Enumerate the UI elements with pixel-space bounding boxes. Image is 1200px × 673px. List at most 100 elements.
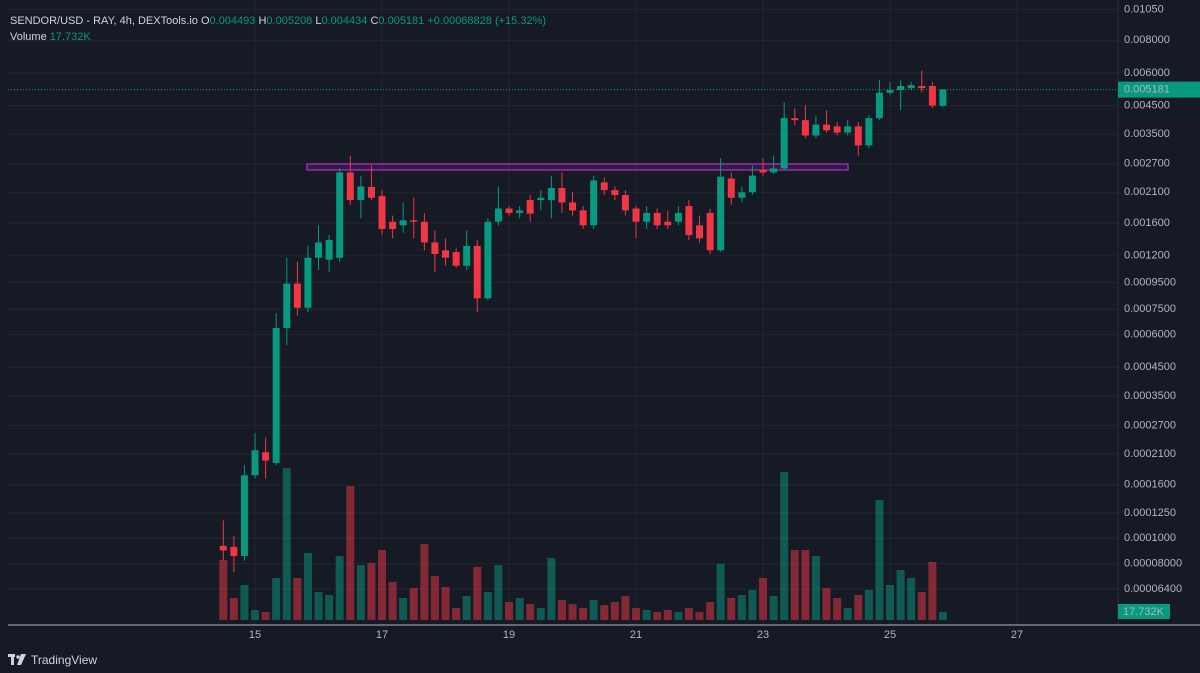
volume-bar bbox=[759, 578, 768, 620]
y-tick-label: 0.01050 bbox=[1124, 3, 1164, 15]
axes: 0.01050 0.008000 0.006000 0.004500 0.003500 0… bbox=[8, 3, 1200, 641]
candle-body bbox=[791, 118, 799, 121]
header-line: SENDOR/USD - RAY, 4h, DEXTools.io O 0.004… bbox=[10, 13, 546, 29]
candle-body bbox=[928, 85, 936, 106]
candle-body bbox=[854, 126, 862, 146]
candle-body bbox=[558, 187, 566, 203]
ohlc-letter: O bbox=[200, 15, 210, 27]
volume-value: 17.732K bbox=[49, 31, 91, 43]
volume-bar bbox=[557, 600, 566, 620]
last-price-label: 0.005181 bbox=[1124, 84, 1170, 96]
volume-title: Volume bbox=[10, 31, 47, 43]
candle-body bbox=[325, 239, 333, 260]
candle-body bbox=[727, 178, 735, 198]
candle-body bbox=[547, 187, 555, 201]
candle-body bbox=[516, 210, 524, 213]
x-tick-label: 23 bbox=[757, 629, 769, 641]
candle-body bbox=[240, 475, 248, 557]
volume-bar bbox=[282, 468, 291, 620]
resistance-box bbox=[306, 163, 849, 171]
volume-bar bbox=[367, 563, 376, 620]
volume-bar bbox=[589, 600, 598, 620]
candle-body bbox=[367, 186, 375, 198]
candle-body bbox=[664, 221, 672, 226]
candle-body bbox=[886, 90, 894, 93]
candle-body bbox=[770, 168, 778, 173]
ohlc-value: 0.004434 bbox=[321, 15, 368, 27]
volume-bar bbox=[748, 590, 757, 620]
x-tick-label: 21 bbox=[630, 629, 642, 641]
volume-bar bbox=[420, 544, 429, 620]
volume-bar bbox=[547, 558, 556, 620]
volume-bar bbox=[536, 608, 545, 620]
volume-bar bbox=[219, 560, 228, 620]
volume-bar bbox=[790, 550, 799, 620]
volume-bar bbox=[303, 553, 312, 620]
ohlc-value: 0.005181 bbox=[378, 15, 425, 27]
last-price-box bbox=[1118, 81, 1200, 98]
y-tick-label: 0.0004500 bbox=[1124, 361, 1176, 373]
volume-bar bbox=[261, 612, 270, 620]
volume-bar bbox=[610, 602, 619, 620]
candle-body bbox=[717, 176, 725, 251]
volume-bar bbox=[780, 472, 789, 620]
volume-bar bbox=[843, 608, 852, 620]
volume-bar bbox=[579, 608, 588, 620]
volume-bar bbox=[505, 602, 514, 620]
volume-bar bbox=[473, 567, 482, 620]
candle-body bbox=[738, 192, 746, 198]
brand: TradingView bbox=[31, 653, 98, 667]
candle-body bbox=[696, 225, 704, 239]
candle-body bbox=[526, 200, 534, 214]
candle-body bbox=[939, 89, 947, 106]
candle-body bbox=[357, 186, 365, 201]
volume-bar bbox=[653, 612, 662, 620]
volume-bar bbox=[938, 611, 947, 620]
candle-body bbox=[579, 210, 587, 226]
candle-body bbox=[452, 252, 460, 266]
y-tick-label: 0.00008000 bbox=[1124, 557, 1182, 569]
candle-body bbox=[706, 212, 714, 251]
candle-body bbox=[537, 197, 545, 201]
candle-body bbox=[875, 92, 883, 119]
candle-body bbox=[844, 126, 852, 133]
volume-bar bbox=[229, 598, 238, 620]
volume-bar bbox=[632, 608, 641, 620]
candle-body bbox=[865, 118, 873, 146]
last-volume-box bbox=[1118, 603, 1170, 619]
candle-body bbox=[283, 283, 291, 328]
volume-bar bbox=[272, 578, 281, 620]
candle-body bbox=[590, 180, 598, 226]
volume-bar bbox=[917, 592, 926, 620]
volume-bar bbox=[663, 610, 672, 620]
volume-bar bbox=[526, 604, 535, 620]
last-volume-label: 17.732K bbox=[1123, 606, 1165, 618]
candle-body bbox=[823, 124, 831, 131]
volume-bar bbox=[896, 570, 905, 620]
legend-header: SENDOR/USD - RAY, 4h, DEXTools.io O 0.004… bbox=[10, 13, 546, 45]
volume-bar bbox=[928, 562, 937, 620]
ohlc-value: 0.005208 bbox=[266, 15, 313, 27]
candle-body bbox=[484, 221, 492, 299]
candle-body bbox=[748, 175, 756, 193]
candle-body bbox=[473, 245, 481, 299]
y-tick-label: 0.0002700 bbox=[1124, 419, 1176, 431]
volume-pane bbox=[219, 468, 947, 620]
symbol: SENDOR/USD - RAY, 4h, DEXTools.io bbox=[10, 15, 198, 27]
candle-body bbox=[410, 220, 418, 222]
candle-body bbox=[442, 250, 450, 258]
candle-body bbox=[907, 85, 915, 89]
footer: TradingView bbox=[8, 652, 97, 668]
candle-body bbox=[918, 85, 926, 89]
volume-bar bbox=[737, 595, 746, 620]
y-tick-label: 0.0007500 bbox=[1124, 303, 1176, 315]
y-tick-label: 0.002100 bbox=[1124, 186, 1170, 198]
volume-bar bbox=[801, 550, 810, 620]
volume-bar bbox=[621, 596, 630, 620]
volume-bar bbox=[833, 598, 842, 620]
candle-body bbox=[685, 206, 693, 236]
candles bbox=[219, 70, 947, 573]
volume-bar bbox=[515, 598, 524, 620]
y-tick-label: 0.0002100 bbox=[1124, 448, 1176, 460]
y-tick-label: 0.0003500 bbox=[1124, 390, 1176, 402]
